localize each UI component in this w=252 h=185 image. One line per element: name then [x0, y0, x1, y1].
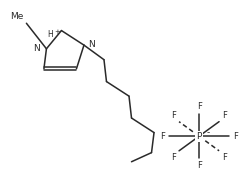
Text: F: F	[196, 102, 201, 111]
Text: Me: Me	[10, 12, 23, 21]
Text: F: F	[170, 153, 175, 162]
Text: F: F	[170, 111, 175, 120]
Text: +: +	[54, 29, 60, 35]
Text: F: F	[222, 153, 227, 162]
Text: P: P	[196, 132, 201, 141]
Text: F: F	[222, 111, 227, 120]
Text: N: N	[33, 44, 40, 53]
Text: -: -	[205, 128, 208, 137]
Text: F: F	[233, 132, 238, 141]
Text: F: F	[159, 132, 164, 141]
Text: F: F	[196, 161, 201, 170]
Text: N: N	[88, 40, 95, 49]
Text: H: H	[47, 30, 53, 39]
